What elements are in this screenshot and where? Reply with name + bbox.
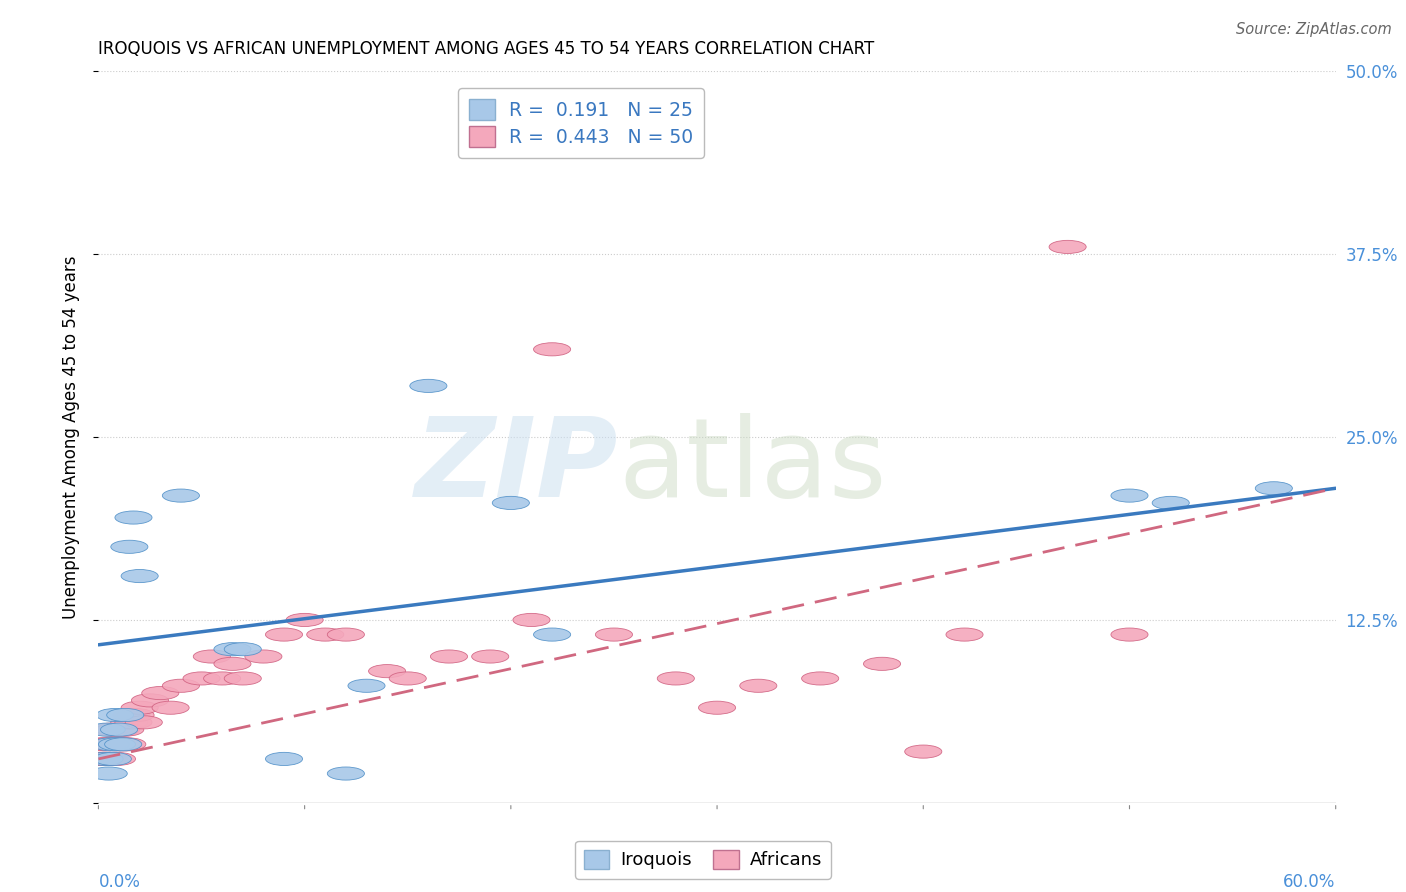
Ellipse shape (94, 752, 131, 765)
Ellipse shape (97, 708, 134, 722)
Ellipse shape (1111, 489, 1149, 502)
Ellipse shape (100, 723, 138, 736)
Ellipse shape (115, 715, 152, 729)
Ellipse shape (121, 701, 159, 714)
Ellipse shape (1111, 628, 1149, 641)
Ellipse shape (595, 628, 633, 641)
Text: atlas: atlas (619, 413, 887, 520)
Ellipse shape (533, 628, 571, 641)
Legend: Iroquois, Africans: Iroquois, Africans (575, 840, 831, 879)
Ellipse shape (89, 723, 125, 736)
Ellipse shape (285, 614, 323, 626)
Ellipse shape (183, 672, 221, 685)
Ellipse shape (471, 650, 509, 663)
Ellipse shape (224, 642, 262, 656)
Ellipse shape (103, 723, 139, 736)
Ellipse shape (107, 723, 143, 736)
Ellipse shape (104, 738, 142, 751)
Ellipse shape (1049, 240, 1087, 253)
Ellipse shape (193, 650, 231, 663)
Ellipse shape (266, 628, 302, 641)
Ellipse shape (740, 679, 778, 692)
Ellipse shape (90, 752, 128, 765)
Ellipse shape (115, 511, 152, 524)
Ellipse shape (214, 642, 252, 656)
Ellipse shape (82, 752, 120, 765)
Text: ZIP: ZIP (415, 413, 619, 520)
Ellipse shape (86, 752, 124, 765)
Ellipse shape (904, 745, 942, 758)
Text: IROQUOIS VS AFRICAN UNEMPLOYMENT AMONG AGES 45 TO 54 YEARS CORRELATION CHART: IROQUOIS VS AFRICAN UNEMPLOYMENT AMONG A… (98, 40, 875, 58)
Ellipse shape (328, 628, 364, 641)
Ellipse shape (162, 489, 200, 502)
Ellipse shape (117, 708, 155, 722)
Ellipse shape (863, 657, 901, 671)
Ellipse shape (347, 679, 385, 692)
Ellipse shape (142, 687, 179, 699)
Ellipse shape (1256, 482, 1292, 495)
Ellipse shape (131, 694, 169, 707)
Ellipse shape (111, 715, 148, 729)
Text: Source: ZipAtlas.com: Source: ZipAtlas.com (1236, 22, 1392, 37)
Ellipse shape (112, 708, 150, 722)
Ellipse shape (84, 738, 121, 751)
Ellipse shape (214, 657, 252, 671)
Ellipse shape (389, 672, 426, 685)
Ellipse shape (104, 738, 142, 751)
Ellipse shape (98, 752, 135, 765)
Ellipse shape (204, 672, 240, 685)
Ellipse shape (533, 343, 571, 356)
Ellipse shape (108, 738, 146, 751)
Ellipse shape (1152, 496, 1189, 509)
Ellipse shape (513, 614, 550, 626)
Ellipse shape (93, 723, 129, 736)
Ellipse shape (245, 650, 283, 663)
Ellipse shape (89, 738, 125, 751)
Text: 0.0%: 0.0% (98, 873, 141, 891)
Ellipse shape (657, 672, 695, 685)
Ellipse shape (86, 752, 124, 765)
Ellipse shape (121, 569, 159, 582)
Ellipse shape (801, 672, 839, 685)
Ellipse shape (93, 738, 129, 751)
Ellipse shape (94, 738, 131, 751)
Legend: R =  0.191   N = 25, R =  0.443   N = 50: R = 0.191 N = 25, R = 0.443 N = 50 (458, 88, 704, 158)
Ellipse shape (100, 738, 138, 751)
Ellipse shape (90, 767, 128, 780)
Ellipse shape (368, 665, 406, 678)
Ellipse shape (946, 628, 983, 641)
Ellipse shape (307, 628, 344, 641)
Ellipse shape (162, 679, 200, 692)
Ellipse shape (125, 715, 162, 729)
Ellipse shape (266, 752, 302, 765)
Ellipse shape (152, 701, 190, 714)
Ellipse shape (492, 496, 530, 509)
Ellipse shape (328, 767, 364, 780)
Ellipse shape (224, 672, 262, 685)
Ellipse shape (409, 379, 447, 392)
Ellipse shape (430, 650, 468, 663)
Ellipse shape (107, 708, 143, 722)
Text: 60.0%: 60.0% (1284, 873, 1336, 891)
Ellipse shape (97, 723, 134, 736)
Ellipse shape (699, 701, 735, 714)
Ellipse shape (111, 541, 148, 553)
Ellipse shape (98, 738, 135, 751)
Y-axis label: Unemployment Among Ages 45 to 54 years: Unemployment Among Ages 45 to 54 years (62, 255, 80, 619)
